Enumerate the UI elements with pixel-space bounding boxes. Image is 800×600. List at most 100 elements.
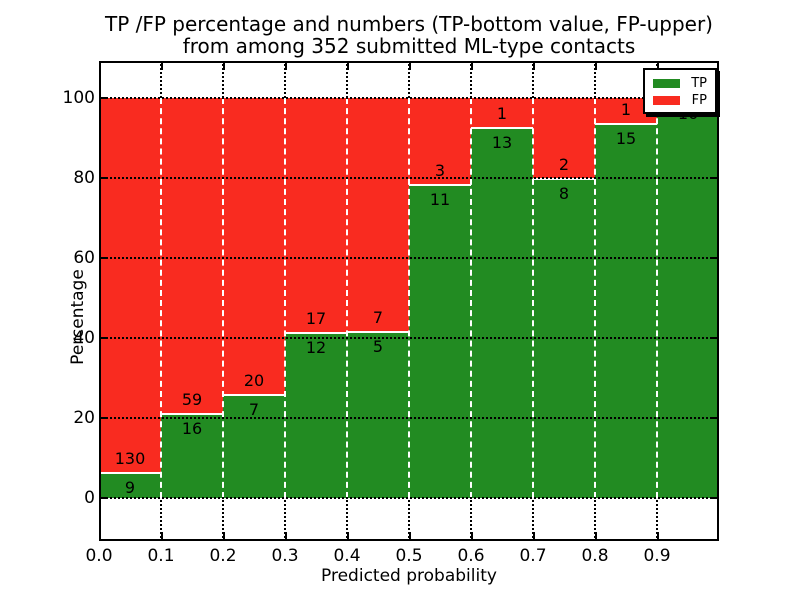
x-tick-mark (471, 532, 473, 539)
fp-bar-segment (285, 98, 347, 333)
tp-bar-segment (409, 183, 471, 498)
fp-count-label: 59 (181, 389, 203, 409)
bottom-spine (99, 539, 719, 541)
y-axis-label: Percentage (68, 269, 88, 365)
top-spine (99, 61, 719, 63)
tp-count-label: 9 (124, 478, 136, 498)
left-spine (99, 61, 101, 541)
fp-count-label: 130 (114, 449, 146, 469)
tp-bar-segment (595, 123, 657, 498)
plot-area: 130959162071712753111132811516 (99, 61, 719, 541)
y-tick-label: 40 (73, 328, 95, 348)
horizontal-gridline (99, 337, 719, 339)
x-tick-mark (161, 532, 163, 539)
tp-bar-segment (657, 98, 719, 498)
fp-legend-label: FP (691, 92, 707, 108)
horizontal-gridline (99, 257, 719, 259)
x-tick-mark (595, 532, 597, 539)
x-tick-mark (223, 63, 225, 70)
y-tick-mark (710, 257, 717, 259)
horizontal-gridline (99, 177, 719, 179)
x-tick-label: 0.2 (209, 546, 237, 566)
y-tick-mark (101, 97, 108, 99)
x-tick-mark (347, 532, 349, 539)
x-tick-label: 0.8 (581, 546, 609, 566)
x-tick-mark (657, 532, 659, 539)
bin-separator-line (594, 98, 596, 498)
y-tick-label: 20 (73, 408, 95, 428)
fp-legend-swatch (653, 96, 680, 105)
y-tick-mark (101, 337, 108, 339)
fp-bar-segment (471, 98, 533, 127)
bin-separator-line (284, 98, 286, 498)
y-tick-label: 60 (73, 248, 95, 268)
tp-legend-swatch (653, 79, 680, 88)
bin-separator-line (408, 98, 410, 498)
fp-count-label: 1 (496, 103, 508, 123)
legend-row-fp: FP (653, 92, 707, 109)
x-axis-label: Predicted probability (321, 566, 497, 586)
x-tick-mark (409, 532, 411, 539)
x-tick-mark (223, 532, 225, 539)
fp-bar-segment (161, 98, 223, 413)
x-tick-mark (657, 63, 659, 70)
tp-count-label: 16 (181, 418, 203, 438)
fp-bar-segment (99, 98, 161, 473)
x-tick-label: 0.3 (271, 546, 299, 566)
y-tick-mark (710, 417, 717, 419)
x-tick-label: 0.1 (147, 546, 175, 566)
fp-bar-segment (347, 98, 409, 332)
y-tick-mark (101, 257, 108, 259)
fp-count-label: 3 (434, 160, 446, 180)
y-tick-mark (710, 337, 717, 339)
x-tick-mark (285, 532, 287, 539)
bin-separator-line (346, 98, 348, 498)
x-tick-label: 0.7 (519, 546, 547, 566)
x-tick-mark (595, 63, 597, 70)
bin-separator-line (656, 98, 658, 498)
x-tick-mark (533, 532, 535, 539)
fp-bar-segment (533, 98, 595, 178)
tp-bar-segment (347, 331, 409, 498)
tp-count-label: 15 (615, 129, 637, 148)
fp-count-label: 7 (372, 308, 384, 328)
tp-bar-segment (285, 332, 347, 498)
chart-title-line1: TP /FP percentage and numbers (TP-bottom… (105, 12, 713, 36)
tp-count-label: 8 (558, 184, 570, 203)
right-spine (717, 61, 719, 541)
tp-legend-label: TP (691, 75, 707, 91)
x-tick-mark (285, 63, 287, 70)
x-tick-mark (161, 63, 163, 70)
fp-count-label: 17 (305, 309, 327, 329)
y-tick-mark (710, 497, 717, 499)
x-tick-label: 0.5 (395, 546, 423, 566)
fp-bar-segment (223, 98, 285, 395)
tp-count-label: 13 (491, 132, 513, 152)
tp-count-label: 5 (372, 337, 384, 357)
fp-count-label: 2 (558, 155, 570, 174)
y-tick-label: 80 (73, 168, 95, 188)
y-tick-mark (101, 497, 108, 499)
x-tick-label: 0.4 (333, 546, 361, 566)
chart-title-line2: from among 352 submitted ML-type contact… (182, 34, 636, 58)
horizontal-gridline (99, 417, 719, 419)
tp-count-label: 11 (429, 189, 451, 209)
y-tick-mark (710, 177, 717, 179)
x-tick-mark (347, 63, 349, 70)
y-tick-mark (101, 177, 108, 179)
x-tick-mark (533, 63, 535, 70)
x-tick-mark (409, 63, 411, 70)
y-tick-label: 100 (62, 88, 95, 108)
tp-bar-segment (223, 394, 285, 498)
bin-separator-line (532, 98, 534, 498)
x-tick-label: 0.0 (85, 546, 113, 566)
x-tick-mark (471, 63, 473, 70)
tp-bar-segment (161, 412, 223, 498)
fp-count-label: 1 (620, 100, 632, 119)
horizontal-gridline (99, 97, 719, 99)
tp-count-label: 12 (305, 338, 327, 358)
fp-count-label: 20 (243, 371, 265, 391)
tp-count-label: 7 (248, 400, 260, 420)
bin-separator-line (160, 98, 162, 498)
